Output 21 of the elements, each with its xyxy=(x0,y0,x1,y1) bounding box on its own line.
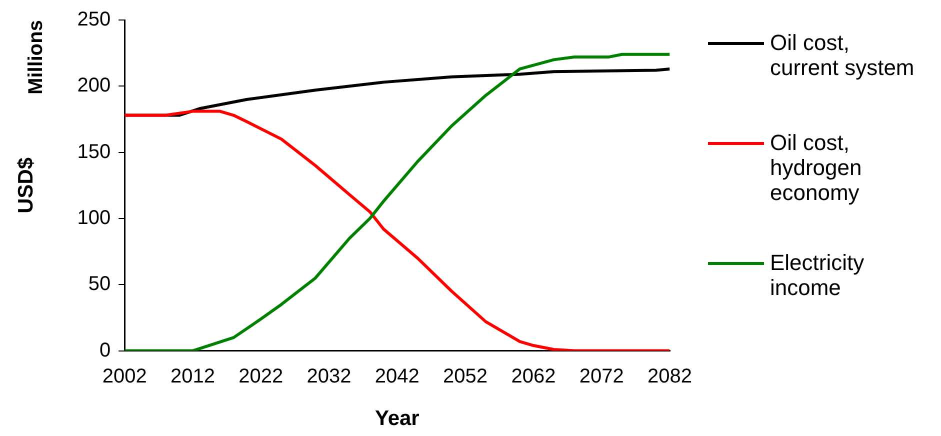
y-tick-label: 200 xyxy=(77,74,111,97)
legend-label: Oil cost, current system xyxy=(770,30,916,80)
x-tick-label: 2022 xyxy=(238,365,284,388)
x-tick-label: 2002 xyxy=(102,365,147,388)
x-tick-label: 2062 xyxy=(511,365,556,388)
x-tick-label: 2032 xyxy=(306,365,352,388)
x-tick-label: 2042 xyxy=(374,365,420,388)
y-tick-label: 150 xyxy=(77,140,111,163)
text: Millions xyxy=(25,20,48,94)
y-tick-label: 100 xyxy=(77,206,111,229)
x-tick-label: 2012 xyxy=(170,365,215,388)
x-tick-label: 2072 xyxy=(579,365,624,388)
y-tick-label: 250 xyxy=(77,8,111,31)
x-axis-title: Year xyxy=(374,407,420,430)
x-tick-label: 2082 xyxy=(648,365,692,388)
y-tick-label: 50 xyxy=(88,273,111,296)
legend-label: Electricity income xyxy=(770,250,866,300)
y-axis-title: USD$ xyxy=(14,157,38,214)
legend-label: Oil cost, hydrogen economy xyxy=(770,130,863,205)
y-tick-label: 0 xyxy=(99,339,111,362)
x-tick-label: 2052 xyxy=(443,365,488,388)
